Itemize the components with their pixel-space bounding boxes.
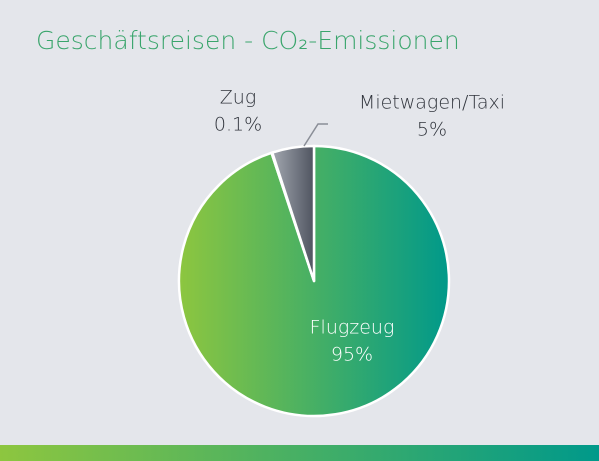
value-label: 0.1% [214, 114, 262, 136]
leader-line [303, 123, 328, 147]
chart-title: Geschäftsreisen - CO₂-Emissionen [36, 26, 460, 55]
slice-label: Zug [220, 87, 256, 109]
value-label: 95% [331, 344, 373, 366]
value-label: 5% [417, 119, 447, 141]
slice-label: Mietwagen/Taxi [359, 92, 505, 114]
footer-band [0, 445, 599, 461]
pie-slice [271, 144, 316, 283]
slice-label: Flugzeug [310, 317, 395, 339]
